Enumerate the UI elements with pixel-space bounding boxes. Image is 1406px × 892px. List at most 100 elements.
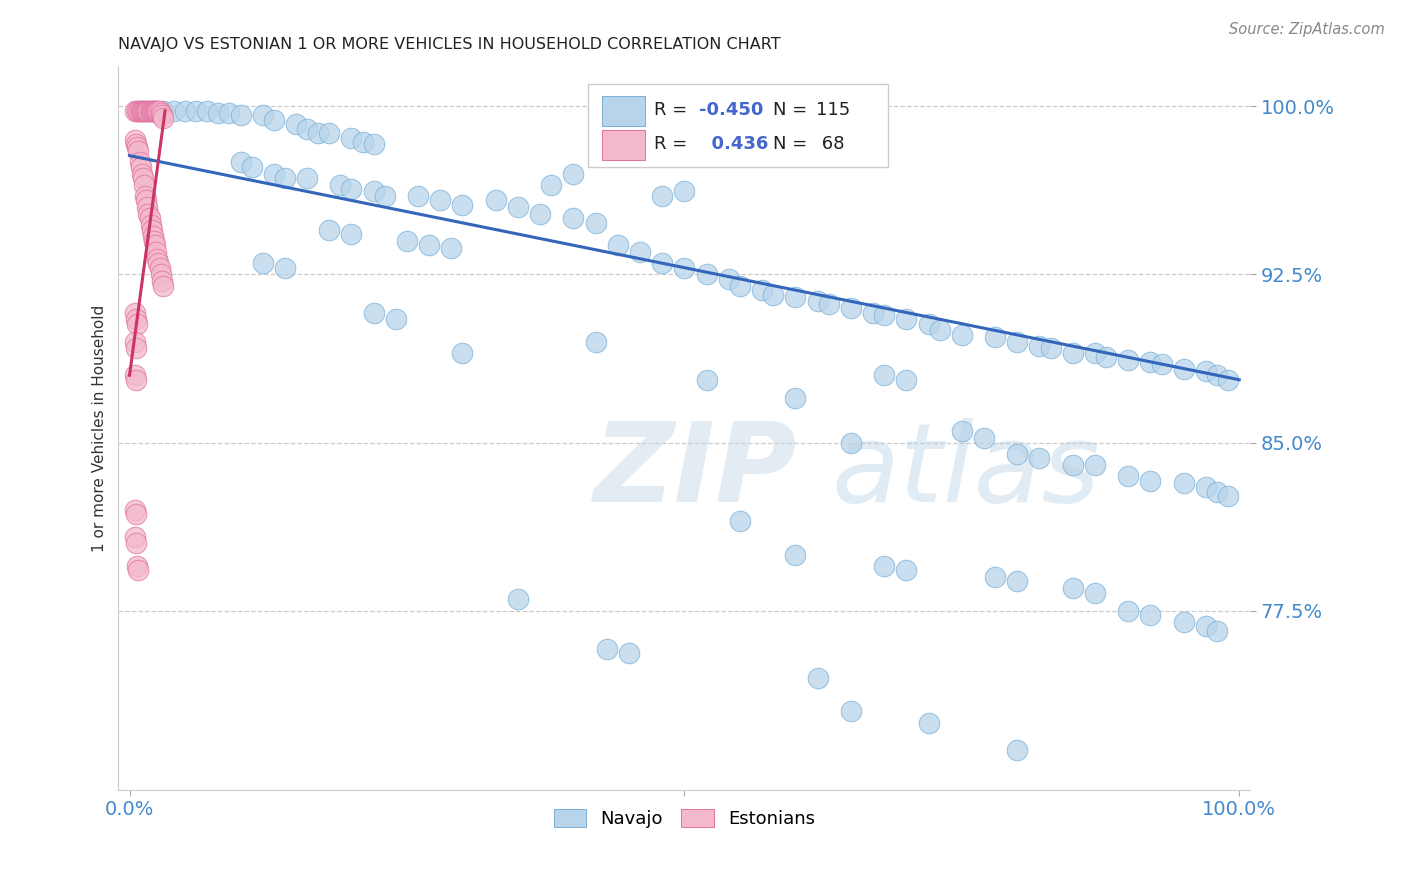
Point	[148, 260, 170, 275]
Point	[340, 182, 363, 196]
Point	[973, 431, 995, 445]
Point	[363, 305, 385, 319]
Point	[138, 207, 160, 221]
Point	[1084, 458, 1107, 472]
Point	[839, 435, 862, 450]
Text: 115: 115	[815, 101, 851, 120]
Point	[429, 194, 451, 208]
Point	[148, 103, 170, 118]
Text: Source: ZipAtlas.com: Source: ZipAtlas.com	[1229, 22, 1385, 37]
Point	[340, 130, 363, 145]
Point	[1039, 342, 1062, 356]
Point	[1062, 581, 1084, 595]
Point	[1206, 624, 1229, 638]
Text: NAVAJO VS ESTONIAN 1 OR MORE VEHICLES IN HOUSEHOLD CORRELATION CHART: NAVAJO VS ESTONIAN 1 OR MORE VEHICLES IN…	[118, 37, 782, 53]
Point	[585, 216, 607, 230]
Point	[540, 178, 562, 192]
Text: -0.450: -0.450	[699, 101, 763, 120]
Point	[451, 198, 474, 212]
Point	[1195, 619, 1218, 633]
Point	[229, 108, 252, 122]
Point	[363, 185, 385, 199]
Point	[150, 108, 173, 122]
Point	[1173, 615, 1195, 629]
Point	[295, 171, 318, 186]
Point	[1116, 604, 1139, 618]
Point	[149, 268, 172, 282]
Point	[506, 200, 529, 214]
Point	[132, 103, 155, 118]
Point	[1173, 475, 1195, 490]
Point	[124, 530, 146, 544]
Point	[142, 234, 165, 248]
Point	[146, 252, 169, 266]
Point	[873, 308, 896, 322]
Legend: Navajo, Estonians: Navajo, Estonians	[547, 801, 823, 835]
Y-axis label: 1 or more Vehicles in Household: 1 or more Vehicles in Household	[93, 304, 107, 551]
Point	[124, 334, 146, 349]
Point	[1116, 352, 1139, 367]
Point	[143, 103, 166, 118]
Text: ZIP: ZIP	[593, 417, 797, 524]
Point	[950, 327, 973, 342]
Point	[440, 240, 463, 254]
Text: R =: R =	[654, 101, 693, 120]
Point	[1084, 346, 1107, 360]
Point	[240, 160, 263, 174]
Point	[1007, 447, 1029, 461]
Point	[131, 167, 153, 181]
Point	[1139, 608, 1161, 623]
Point	[363, 137, 385, 152]
Point	[318, 126, 340, 140]
Point	[136, 200, 159, 214]
Point	[896, 373, 918, 387]
Point	[817, 296, 839, 310]
Point	[585, 334, 607, 349]
Point	[163, 103, 186, 118]
Point	[651, 256, 673, 270]
Point	[127, 139, 149, 153]
Point	[229, 155, 252, 169]
Point	[1206, 484, 1229, 499]
Point	[295, 121, 318, 136]
Point	[984, 330, 1007, 344]
Point	[131, 103, 153, 118]
Point	[142, 103, 165, 118]
Point	[717, 272, 740, 286]
Text: R =: R =	[654, 136, 693, 153]
Point	[673, 260, 696, 275]
Point	[928, 323, 950, 337]
Point	[352, 135, 374, 149]
Point	[125, 342, 148, 356]
Point	[252, 256, 274, 270]
Point	[150, 274, 173, 288]
Point	[1195, 480, 1218, 494]
Point	[873, 368, 896, 383]
Point	[127, 558, 149, 573]
Point	[696, 373, 718, 387]
Point	[141, 103, 163, 118]
Point	[145, 103, 167, 118]
Point	[138, 103, 160, 118]
Point	[896, 563, 918, 577]
FancyBboxPatch shape	[588, 84, 889, 168]
Point	[132, 171, 155, 186]
Point	[125, 373, 148, 387]
Point	[529, 207, 551, 221]
Point	[136, 103, 159, 118]
Point	[263, 112, 285, 127]
Point	[142, 229, 165, 244]
Point	[917, 715, 939, 730]
Point	[139, 218, 162, 232]
Point	[1150, 357, 1173, 371]
Point	[129, 103, 152, 118]
Point	[285, 117, 308, 131]
Point	[606, 238, 628, 252]
Point	[141, 103, 163, 118]
FancyBboxPatch shape	[602, 129, 645, 160]
Point	[135, 103, 157, 118]
Point	[218, 106, 240, 120]
Point	[1218, 373, 1240, 387]
Point	[125, 137, 148, 152]
Point	[873, 558, 896, 573]
